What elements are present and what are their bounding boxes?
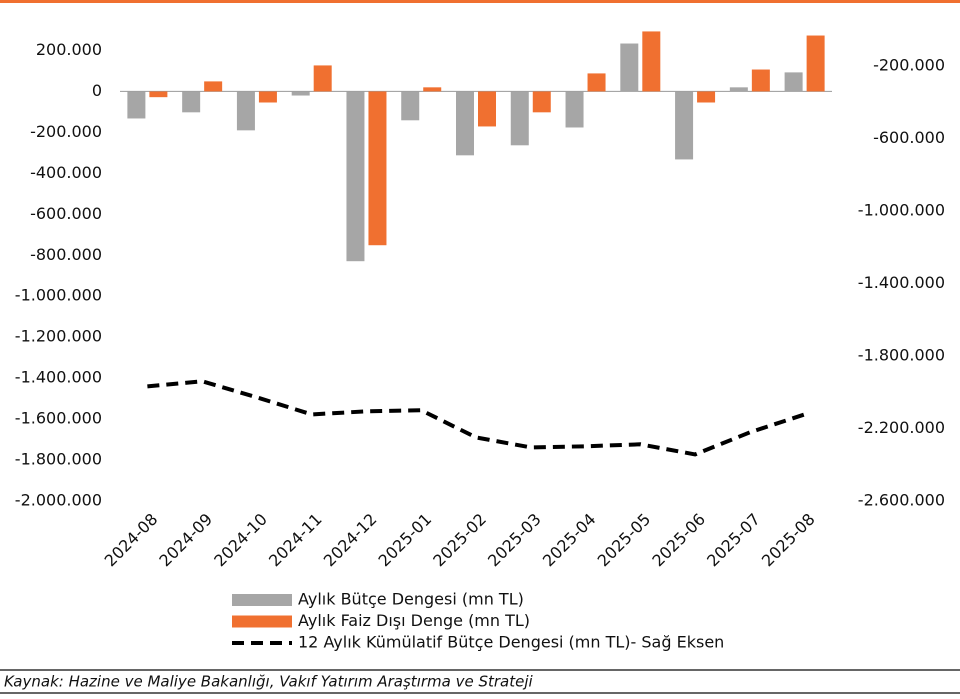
bar <box>620 43 639 92</box>
y2-tick-label: -2.600.000 <box>858 491 945 510</box>
bar <box>751 69 770 92</box>
x-tick-label: 2024-11 <box>265 510 326 571</box>
legend-swatch <box>232 594 292 606</box>
x-tick-label: 2024-09 <box>155 510 216 571</box>
y-tick-label: -200.000 <box>30 122 102 141</box>
y-tick-label: -600.000 <box>30 204 102 223</box>
bar <box>478 91 496 127</box>
bar <box>423 87 442 92</box>
x-tick-label: 2025-06 <box>648 510 709 571</box>
y2-tick-label: -600.000 <box>873 128 945 147</box>
x-tick-label: 2025-03 <box>484 510 545 571</box>
y-tick-label: -1.400.000 <box>15 368 102 387</box>
y2-tick-label: -2.200.000 <box>858 418 945 437</box>
legend-label: Aylık Bütçe Dengesi (mn TL) <box>298 590 524 609</box>
bar <box>532 91 551 113</box>
y-tick-label: -800.000 <box>30 245 102 264</box>
bar <box>784 72 803 92</box>
bar <box>806 35 825 92</box>
y-tick-label: -1.800.000 <box>15 450 102 469</box>
bar <box>565 91 584 128</box>
bar <box>346 91 365 262</box>
bar <box>127 91 146 119</box>
legend-label: Aylık Faiz Dışı Denge (mn TL) <box>298 611 530 630</box>
y-tick-label: 0 <box>92 81 102 100</box>
bar <box>456 91 474 156</box>
legend-swatch <box>232 615 292 628</box>
y-tick-label: -1.200.000 <box>15 327 102 346</box>
x-tick-label: 2025-07 <box>703 510 764 571</box>
y-tick-label: -2.000.000 <box>15 491 102 510</box>
y2-tick-label: -200.000 <box>873 56 945 75</box>
bar <box>729 87 748 92</box>
header-stripe <box>0 0 960 3</box>
y-tick-label: -1.600.000 <box>15 409 102 428</box>
x-tick-label: 2024-10 <box>210 510 271 571</box>
bar <box>204 81 223 92</box>
bar <box>675 91 694 160</box>
y2-tick-label: -1.400.000 <box>858 273 945 292</box>
bar <box>291 91 310 96</box>
bar <box>697 91 716 103</box>
bar <box>368 91 387 246</box>
y-tick-label: -1.000.000 <box>15 286 102 305</box>
y2-tick-label: -1.000.000 <box>858 201 945 220</box>
x-tick-label: 2025-05 <box>594 510 655 571</box>
y2-tick-label: -1.800.000 <box>858 346 945 365</box>
y-tick-label: 200.000 <box>36 40 102 59</box>
x-tick-label: 2025-01 <box>375 510 436 571</box>
bar <box>642 31 661 92</box>
bar <box>313 65 332 92</box>
x-tick-label: 2024-12 <box>320 510 381 571</box>
x-tick-label: 2025-04 <box>539 510 600 571</box>
bar <box>587 73 606 92</box>
line-series <box>147 379 806 457</box>
source: Kaynak: Hazine ve Maliye Bakanlığı, Vakı… <box>4 673 534 691</box>
legend-label: 12 Aylık Kümülatif Bütçe Dengesi (mn TL)… <box>298 633 724 652</box>
bar <box>401 91 420 121</box>
x-tick-label: 2025-08 <box>758 510 819 571</box>
bar <box>510 91 529 146</box>
bar <box>182 91 201 113</box>
bar <box>258 91 277 103</box>
bar <box>236 91 255 131</box>
y-tick-label: -400.000 <box>30 163 102 182</box>
x-tick-label: 2024-08 <box>101 510 162 571</box>
x-tick-label: 2025-02 <box>429 510 490 571</box>
bar <box>149 91 168 98</box>
